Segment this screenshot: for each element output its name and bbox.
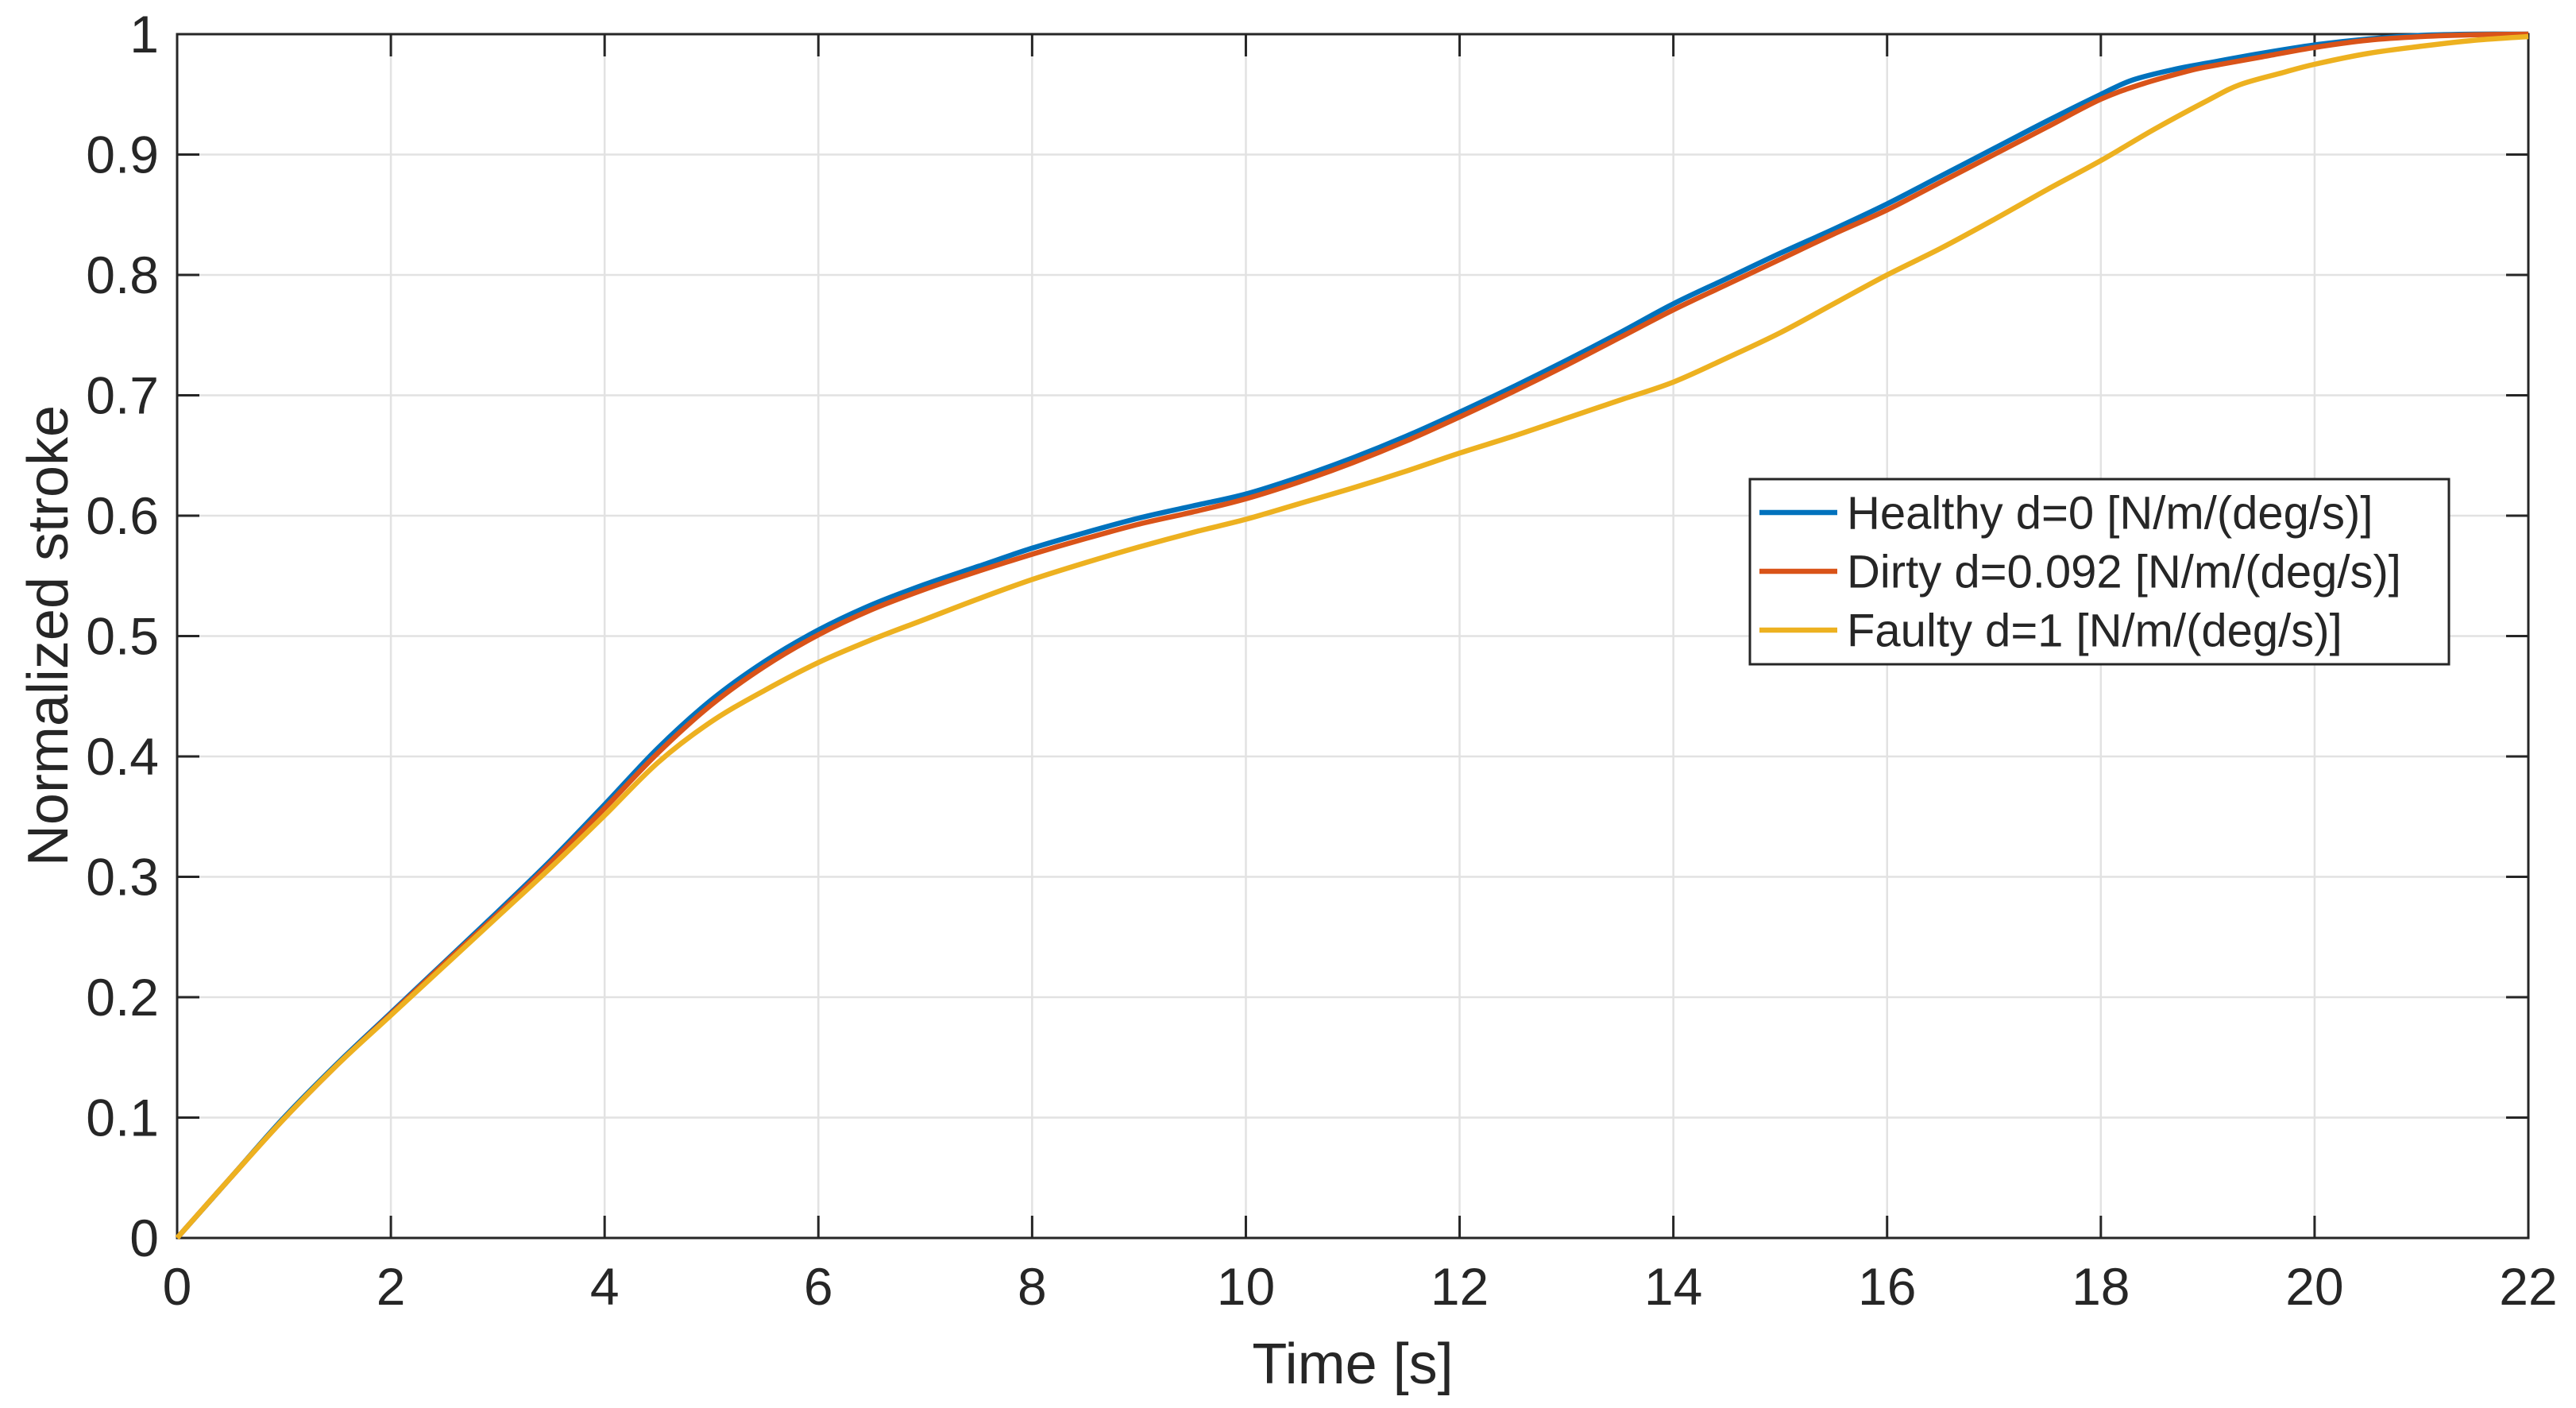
y-tick-label: 1 — [129, 5, 159, 64]
x-tick-label: 14 — [1644, 1257, 1702, 1316]
y-axis-label: Normalized stroke — [17, 405, 80, 866]
legend: Healthy d=0 [N/m/(deg/s)] Dirty d=0.092 … — [1748, 478, 2450, 666]
y-tick-label: 0.9 — [86, 126, 159, 184]
y-tick-label: 0.7 — [86, 366, 159, 425]
y-tick-label: 0.5 — [86, 607, 159, 666]
x-tick-label: 2 — [377, 1257, 406, 1316]
y-tick-label: 0.2 — [86, 968, 159, 1027]
y-tick-label: 0.4 — [86, 727, 159, 786]
x-tick-labels: 0 2 4 6 8 10 12 14 16 18 20 22 — [163, 1257, 2558, 1316]
x-tick-label: 20 — [2285, 1257, 2343, 1316]
tick-marks — [177, 34, 2528, 1238]
y-tick-label: 0.1 — [86, 1089, 159, 1147]
legend-label-healthy: Healthy d=0 [N/m/(deg/s)] — [1847, 487, 2373, 539]
x-tick-label: 18 — [2072, 1257, 2130, 1316]
y-tick-label: 0.6 — [86, 486, 159, 545]
x-tick-label: 4 — [590, 1257, 620, 1316]
x-tick-label: 8 — [1018, 1257, 1047, 1316]
series-lines — [175, 31, 2529, 1240]
y-tick-label: 0.3 — [86, 848, 159, 907]
series-line-1 — [175, 31, 2529, 1240]
x-tick-label: 12 — [1431, 1257, 1489, 1316]
legend-label-faulty: Faulty d=1 [N/m/(deg/s)] — [1847, 605, 2342, 656]
legend-label-dirty: Dirty d=0.092 [N/m/(deg/s)] — [1847, 546, 2401, 598]
x-tick-label: 22 — [2499, 1257, 2557, 1316]
x-tick-label: 0 — [163, 1257, 192, 1316]
x-tick-label: 16 — [1858, 1257, 1916, 1316]
x-tick-label: 10 — [1217, 1257, 1275, 1316]
y-tick-label: 0.8 — [86, 246, 159, 304]
series-line-2 — [175, 33, 2529, 1240]
y-tick-label: 0 — [129, 1209, 159, 1267]
x-axis-label: Time [s] — [1252, 1333, 1453, 1396]
legend-box — [1748, 478, 2450, 666]
x-tick-label: 6 — [804, 1257, 833, 1316]
y-tick-labels: 0 0.1 0.2 0.3 0.4 0.5 0.6 0.7 0.8 0.9 1 — [86, 5, 159, 1267]
